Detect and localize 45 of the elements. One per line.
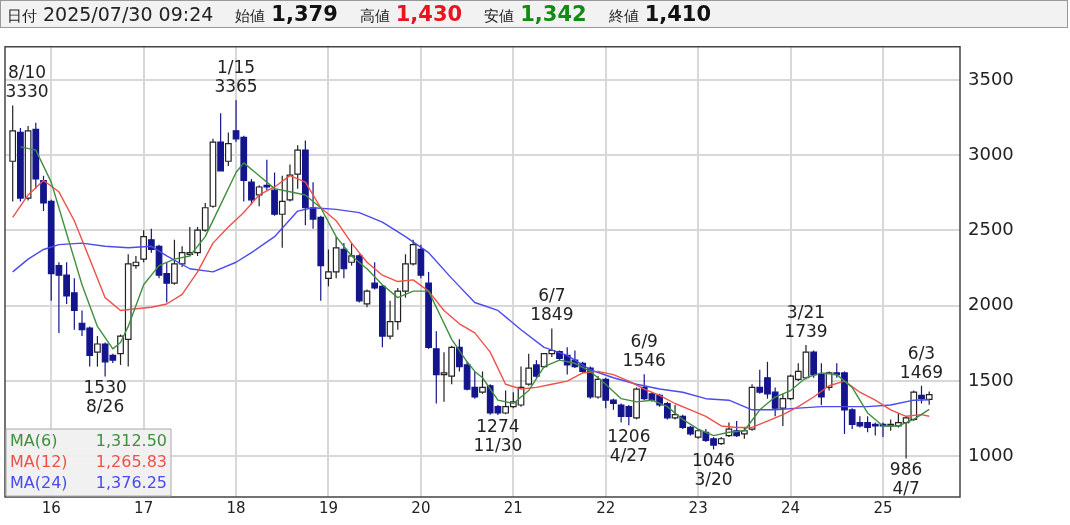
x-tick-label: 23 [688,498,708,517]
y-tick-label: 1000 [968,444,1014,466]
candlestick [348,242,355,267]
text: 日付 [7,6,37,25]
annotation: 1,376.25 [95,472,167,492]
annotation: 1530 8/26 [83,377,127,417]
y-tick-label: 3500 [968,67,1014,89]
x-tick-label: 16 [41,498,61,517]
x-tick-label: 24 [781,498,801,517]
x-tick-label: 18 [226,498,246,517]
annotation: 986 4/7 [889,459,923,499]
annotation: 1046 3/20 [691,450,736,490]
annotation: 6/7 1849 [530,285,574,325]
text: 2025/07/30 09:24 [43,2,214,25]
text: 安値 [484,7,515,25]
annotation: 3/21 1739 [784,302,828,341]
text: 始値 [235,7,266,25]
x-tick-label: 21 [503,498,523,517]
text: 1,410 [644,2,712,26]
text: 1,430 [395,2,463,26]
x-tick-label: 20 [411,498,431,517]
text: MA(6) [10,430,58,450]
candlestick [140,229,147,263]
annotation: 1206 4/27 [607,426,651,466]
annotation: 1,312.50 [95,430,167,450]
x-tick-label: 17 [134,498,154,517]
text: MA(12) [10,451,68,471]
annotation: 1274 11/30 [473,416,523,456]
text: 1,342 [520,2,587,26]
text: MA(24) [10,472,68,492]
text: 高値 [359,7,390,25]
y-tick-label: 1500 [968,368,1014,390]
y-tick-label: 2500 [968,218,1014,240]
annotation: 6/3 1469 [899,342,944,382]
text: 1,379 [271,2,338,26]
annotation: 1,265.83 [95,451,167,471]
annotation: 1/15 3365 [214,57,258,97]
x-tick-label: 25 [873,498,893,517]
text: 終値 [608,7,639,25]
annotation: 8/10 3330 [5,62,49,102]
y-tick-label: 3000 [968,142,1014,164]
y-tick-label: 2000 [968,293,1014,315]
x-tick-label: 19 [318,498,339,517]
x-tick-label: 22 [596,498,616,517]
annotation: 6/9 1546 [622,331,666,371]
